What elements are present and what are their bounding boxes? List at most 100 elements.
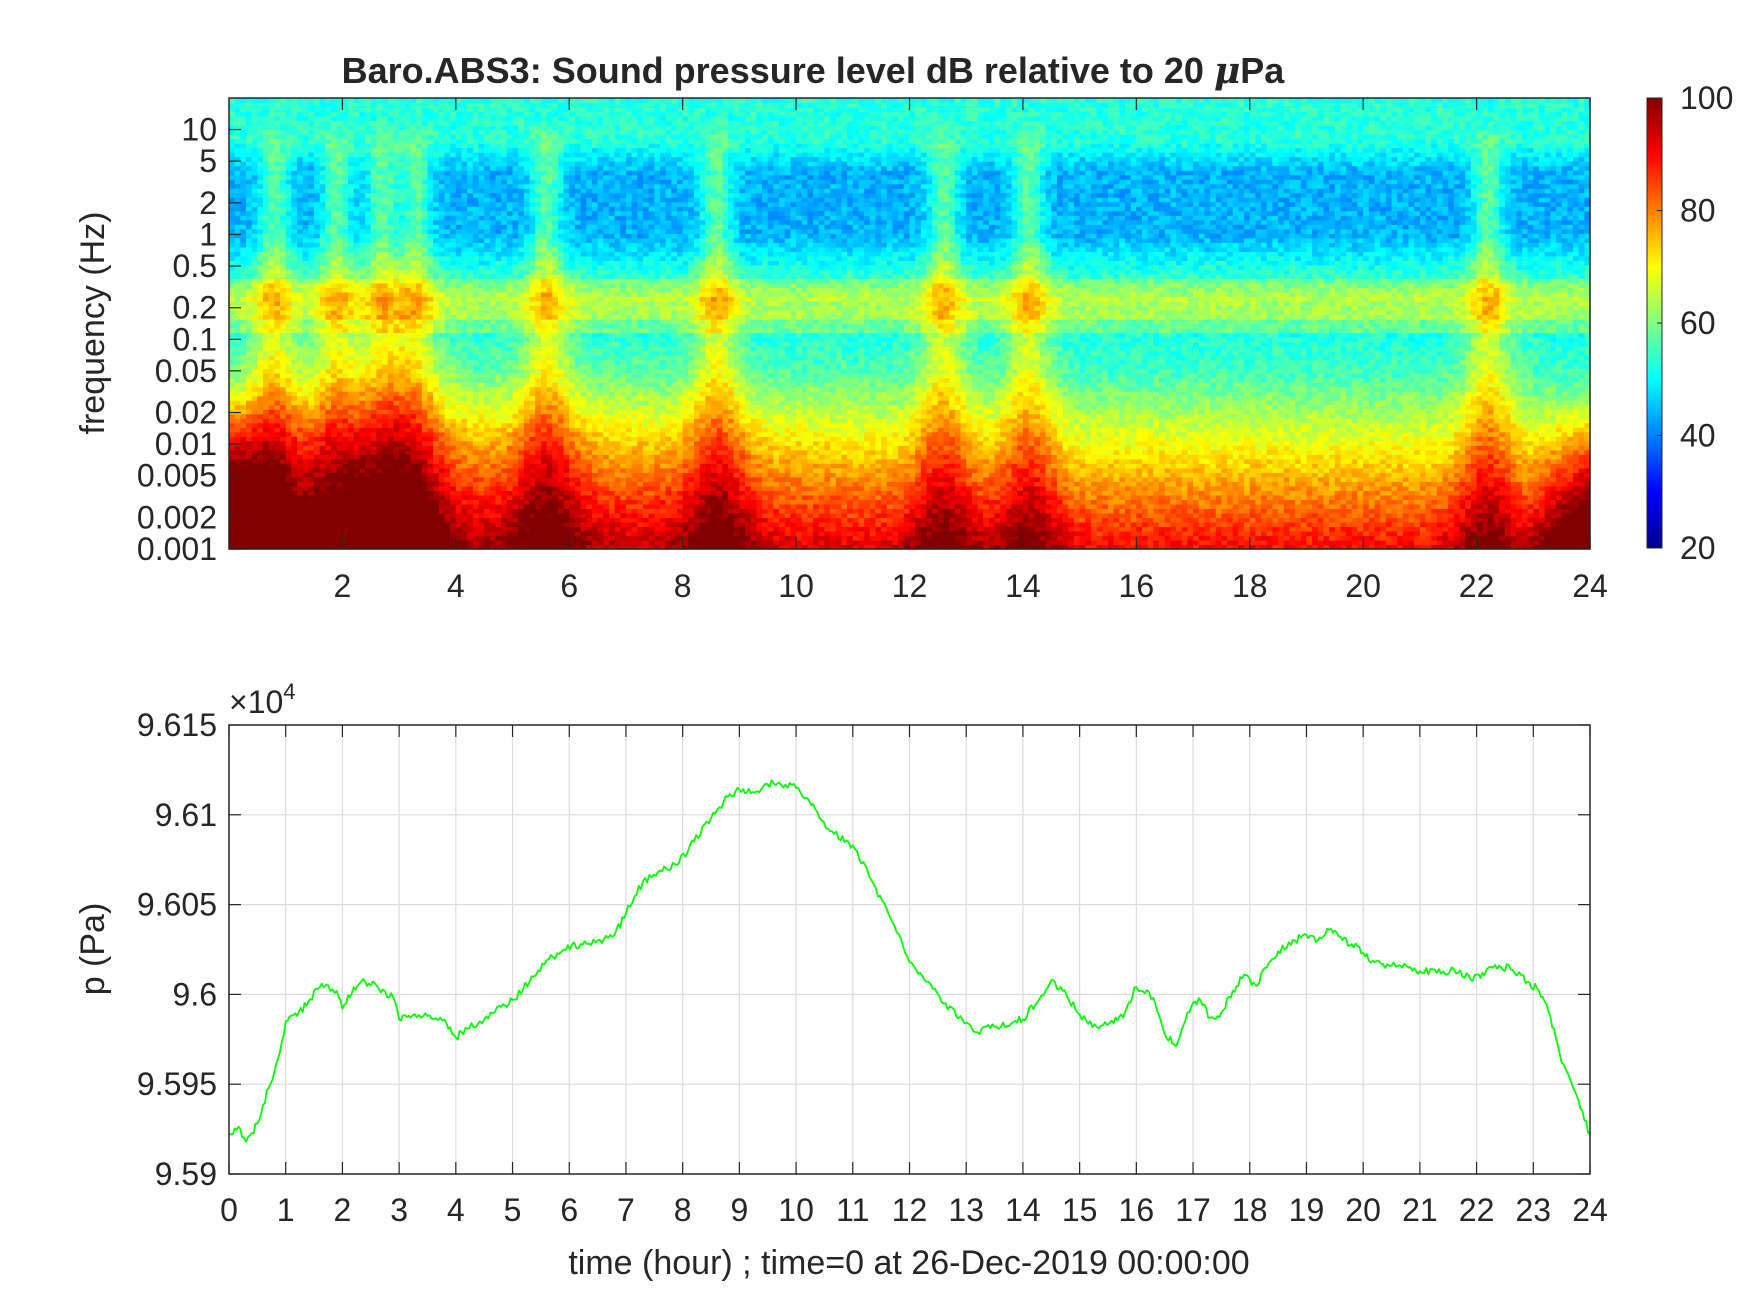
heatmap-cell xyxy=(416,143,422,148)
heatmap-cell xyxy=(405,305,411,310)
heatmap-cell xyxy=(399,337,405,342)
heatmap-cell xyxy=(331,432,337,437)
heatmap-cell xyxy=(433,387,439,392)
heatmap-cell xyxy=(456,157,462,162)
heatmap-cell xyxy=(342,324,348,329)
heatmap-cell xyxy=(490,396,496,401)
heatmap-cell xyxy=(235,256,241,261)
heatmap-cell xyxy=(320,387,326,392)
heatmap-cell xyxy=(444,531,450,536)
heatmap-cell xyxy=(274,98,280,103)
heatmap-cell xyxy=(410,247,416,252)
heatmap-cell xyxy=(263,170,269,175)
heatmap-cell xyxy=(291,206,297,211)
heatmap-cell xyxy=(393,112,399,117)
heatmap-cell xyxy=(444,463,450,468)
heatmap-cell xyxy=(337,409,343,414)
heatmap-cell xyxy=(388,215,394,220)
heatmap-cell xyxy=(246,472,252,477)
heatmap-cell xyxy=(286,486,292,491)
heatmap-cell xyxy=(405,423,411,428)
heatmap-cell xyxy=(405,454,411,459)
heatmap-cell xyxy=(257,351,263,356)
heatmap-cell xyxy=(291,202,297,207)
heatmap-cell xyxy=(467,220,473,225)
heatmap-cell xyxy=(308,540,314,545)
heatmap-cell xyxy=(286,450,292,455)
heatmap-cell xyxy=(263,517,269,522)
heatmap-cell xyxy=(291,175,297,180)
heatmap-cell xyxy=(348,170,354,175)
heatmap-cell xyxy=(376,260,382,265)
heatmap-cell xyxy=(252,107,258,112)
heatmap-cell xyxy=(433,161,439,166)
heatmap-cell xyxy=(303,477,309,482)
heatmap-cell xyxy=(444,472,450,477)
heatmap-cell xyxy=(337,526,343,531)
heatmap-cell xyxy=(354,206,360,211)
heatmap-cell xyxy=(422,351,428,356)
heatmap-cell xyxy=(320,274,326,279)
heatmap-cell xyxy=(308,369,314,374)
heatmap-cell xyxy=(439,459,445,464)
heatmap-cell xyxy=(246,468,252,473)
heatmap-cell xyxy=(496,441,502,446)
heatmap-cell xyxy=(507,229,513,234)
heatmap-cell xyxy=(359,188,365,193)
heatmap-cell xyxy=(405,432,411,437)
heatmap-cell xyxy=(433,450,439,455)
heatmap-cell xyxy=(291,287,297,292)
heatmap-cell xyxy=(274,197,280,202)
heatmap-cell xyxy=(376,319,382,324)
heatmap-cell xyxy=(252,396,258,401)
heatmap-cell xyxy=(269,459,275,464)
heatmap-cell xyxy=(444,522,450,527)
heatmap-cell xyxy=(252,143,258,148)
heatmap-cell xyxy=(382,450,388,455)
heatmap-cell xyxy=(263,427,269,432)
heatmap-cell xyxy=(456,445,462,450)
heatmap-cell xyxy=(376,170,382,175)
heatmap-cell xyxy=(269,508,275,513)
heatmap-cell xyxy=(422,265,428,270)
heatmap-cell xyxy=(371,305,377,310)
heatmap-cell xyxy=(269,436,275,441)
heatmap-cell xyxy=(252,387,258,392)
heatmap-cell xyxy=(337,472,343,477)
heatmap-cell xyxy=(320,490,326,495)
heatmap-cell xyxy=(263,508,269,513)
heatmap-cell xyxy=(376,256,382,261)
heatmap-cell xyxy=(274,517,280,522)
heatmap-cell xyxy=(371,387,377,392)
heatmap-cell xyxy=(257,256,263,261)
heatmap-cell xyxy=(235,179,241,184)
heatmap-cell xyxy=(427,278,433,283)
heatmap-cell xyxy=(490,504,496,509)
heatmap-cell xyxy=(467,278,473,283)
heatmap-cell xyxy=(342,504,348,509)
heatmap-cell xyxy=(405,265,411,270)
heatmap-cell xyxy=(354,310,360,315)
heatmap-cell xyxy=(314,486,320,491)
heatmap-cell xyxy=(393,508,399,513)
heatmap-cell xyxy=(365,296,371,301)
heatmap-cell xyxy=(376,220,382,225)
heatmap-cell xyxy=(308,450,314,455)
heatmap-cell xyxy=(382,224,388,229)
heatmap-cell xyxy=(365,423,371,428)
heatmap-cell xyxy=(484,481,490,486)
heatmap-cell xyxy=(388,342,394,347)
heatmap-cell xyxy=(229,508,235,513)
heatmap-cell xyxy=(240,459,246,464)
heatmap-cell xyxy=(235,197,241,202)
heatmap-cell xyxy=(320,103,326,108)
heatmap-cell xyxy=(263,355,269,360)
heatmap-cell xyxy=(416,269,422,274)
heatmap-cell xyxy=(416,423,422,428)
heatmap-cell xyxy=(280,157,286,162)
heatmap-cell xyxy=(393,224,399,229)
heatmap-cell xyxy=(490,432,496,437)
heatmap-cell xyxy=(416,418,422,423)
heatmap-cell xyxy=(422,490,428,495)
heatmap-cell xyxy=(337,490,343,495)
